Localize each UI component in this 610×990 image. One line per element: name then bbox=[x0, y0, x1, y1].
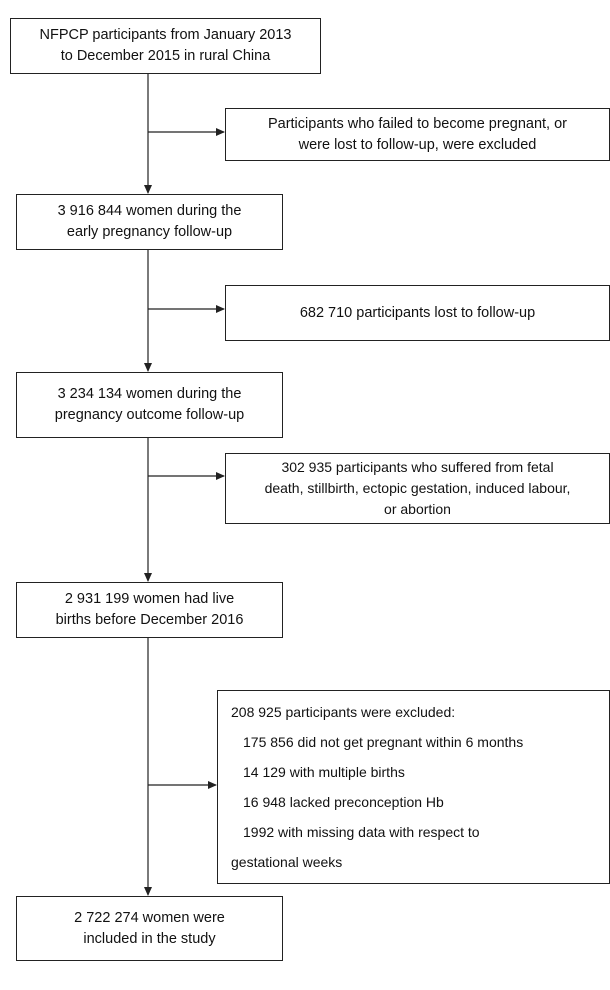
list-item-continued: gestational weeks bbox=[231, 854, 343, 870]
box-text: 3 234 134 women during the bbox=[57, 386, 242, 402]
exclusion-box: 208 925 participants were excluded: 175 … bbox=[217, 690, 610, 884]
flow-box: 2 722 274 women were included in the stu… bbox=[16, 896, 283, 961]
exclusion-box: Participants who failed to become pregna… bbox=[225, 108, 610, 161]
flow-box: 3 234 134 women during the pregnancy out… bbox=[16, 372, 283, 438]
box-text: NFPCP participants from January 2013 bbox=[39, 27, 292, 43]
box-text: 2 722 274 women were bbox=[74, 909, 225, 926]
list-item: 16 948 lacked preconception Hb bbox=[243, 794, 444, 810]
box-text: early pregnancy follow-up bbox=[66, 224, 233, 240]
box-text: Participants who failed to become pregna… bbox=[267, 115, 568, 132]
box-text: pregnancy outcome follow-up bbox=[54, 407, 245, 423]
flow-box: 2 931 199 women had live births before D… bbox=[16, 582, 283, 638]
list-item: 175 856 did not get pregnant within 6 mo… bbox=[243, 734, 524, 750]
list-item: 14 129 with multiple births bbox=[243, 764, 405, 780]
box-text: death, stillbirth, ectopic gestation, in… bbox=[264, 480, 571, 496]
box-text: or abortion bbox=[384, 501, 451, 517]
list-item: 1992 with missing data with respect to bbox=[243, 824, 480, 840]
exclusion-box: 682 710 participants lost to follow-up bbox=[225, 285, 610, 341]
box-text: 302 935 participants who suffered from f… bbox=[281, 459, 554, 475]
exclusion-box: 302 935 participants who suffered from f… bbox=[225, 453, 610, 524]
box-text: births before December 2016 bbox=[55, 612, 244, 628]
box-heading: 208 925 participants were excluded: bbox=[231, 704, 456, 720]
box-text: were lost to follow-up, were excluded bbox=[298, 136, 537, 153]
box-text: included in the study bbox=[83, 930, 216, 947]
flow-box: NFPCP participants from January 2013 to … bbox=[10, 18, 321, 74]
flow-box: 3 916 844 women during the early pregnan… bbox=[16, 194, 283, 250]
box-text: 3 916 844 women during the bbox=[57, 203, 242, 219]
box-text: 2 931 199 women had live bbox=[64, 591, 235, 607]
box-text: to December 2015 in rural China bbox=[60, 48, 271, 64]
box-text: 682 710 participants lost to follow-up bbox=[299, 304, 536, 321]
